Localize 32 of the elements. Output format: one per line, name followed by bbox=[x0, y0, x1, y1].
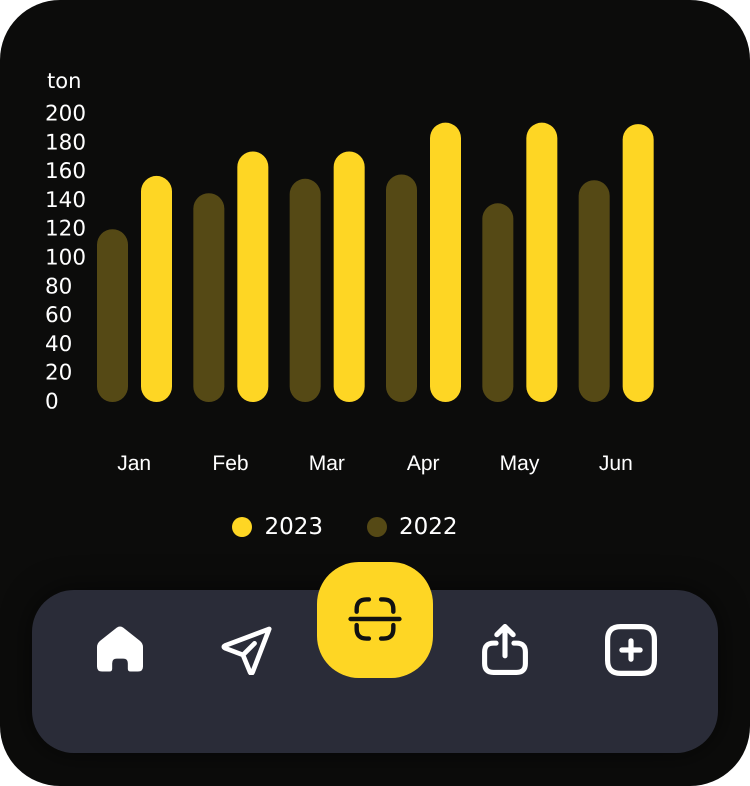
y-tick-label: 160 bbox=[45, 159, 86, 184]
x-tick-label: Jan bbox=[117, 452, 152, 475]
y-tick-label: 140 bbox=[45, 188, 86, 213]
bar bbox=[237, 151, 268, 402]
y-tick-label: 40 bbox=[45, 332, 72, 357]
y-tick-label: 80 bbox=[45, 274, 72, 300]
x-tick-label: Apr bbox=[406, 452, 440, 475]
bar bbox=[482, 203, 514, 402]
bar bbox=[97, 229, 128, 402]
x-tick-label: Mar bbox=[308, 452, 345, 475]
y-tick-label: 100 bbox=[45, 246, 86, 270]
y-tick-label: 0 bbox=[45, 390, 59, 414]
y-tick-label: 200 bbox=[45, 102, 86, 126]
x-tick-label: Jun bbox=[598, 452, 633, 475]
y-tick-label: 120 bbox=[45, 216, 86, 242]
y-tick-label: 60 bbox=[45, 303, 72, 328]
bar bbox=[386, 174, 417, 402]
y-tick-label: 20 bbox=[45, 360, 72, 386]
x-tick-label: May bbox=[500, 452, 540, 475]
bar bbox=[622, 124, 654, 402]
bar bbox=[141, 176, 172, 402]
legend-label: 2022 bbox=[399, 514, 458, 540]
bar bbox=[193, 193, 224, 402]
legend-label: 2023 bbox=[264, 514, 323, 540]
x-tick-label: Feb bbox=[212, 452, 249, 475]
bar bbox=[430, 122, 461, 402]
bar bbox=[526, 122, 558, 402]
y-axis-title: ton bbox=[47, 69, 82, 93]
bar bbox=[578, 180, 610, 402]
bar bbox=[290, 178, 321, 402]
y-tick-label: 180 bbox=[45, 130, 86, 156]
bar bbox=[334, 151, 365, 402]
